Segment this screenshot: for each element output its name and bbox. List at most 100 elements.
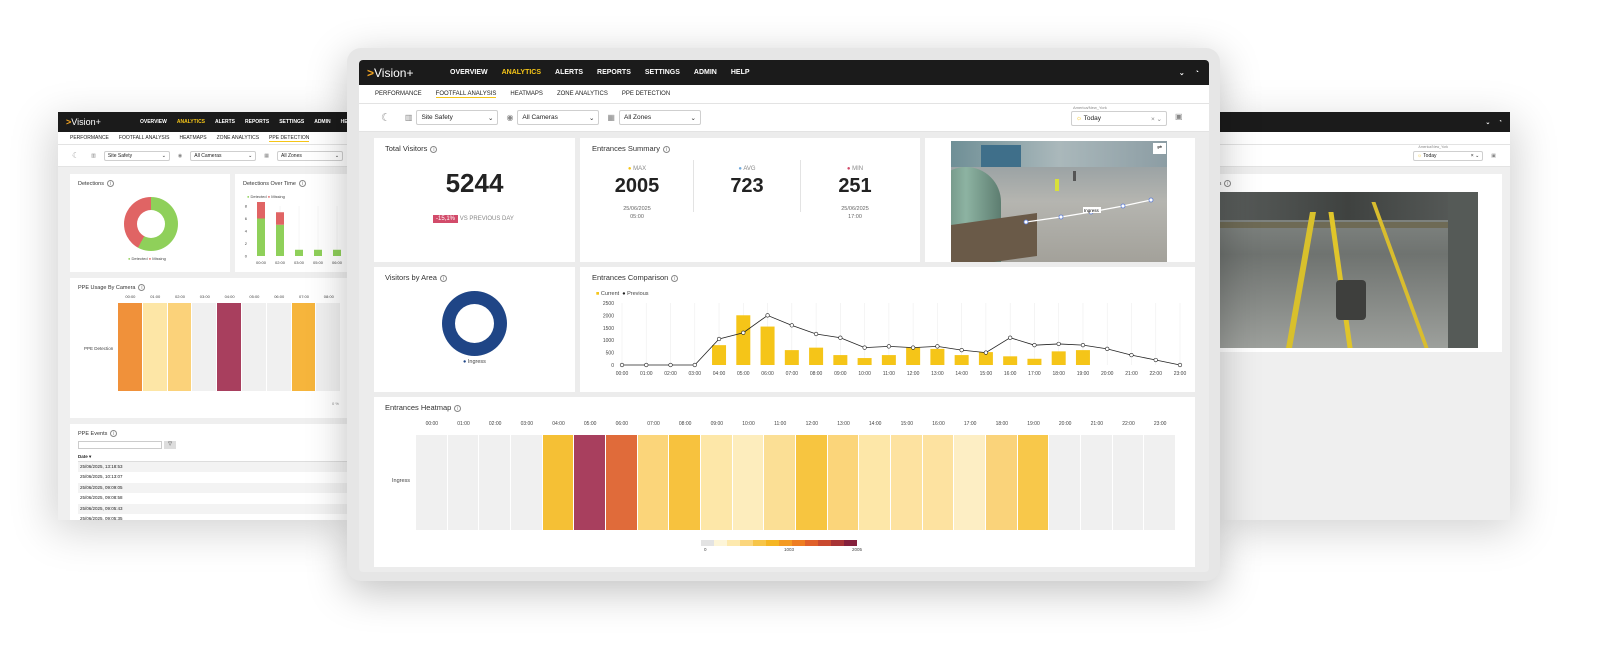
table-row[interactable]: 25/06/2025, 10:13:07 (78, 472, 356, 483)
info-icon[interactable]: i (107, 180, 114, 187)
zone-select[interactable]: All Zones ⌄ (277, 150, 344, 161)
timezone-label: America/New_York (1073, 105, 1107, 110)
info-icon[interactable]: i (430, 145, 438, 153)
info-icon[interactable]: i (110, 430, 118, 437)
scale-swatch (701, 540, 714, 546)
x-tick-label: 09:00 (834, 371, 847, 377)
heatmap-cell[interactable] (1081, 435, 1112, 530)
info-icon[interactable]: i (454, 404, 462, 412)
nav-overview[interactable]: OVERVIEW (140, 119, 167, 125)
heatmap-cell[interactable] (764, 435, 795, 530)
table-row[interactable]: 25/06/2025, 09:05:35 (78, 513, 356, 520)
heatmap-cell[interactable] (606, 435, 637, 530)
heatmap-cell[interactable] (669, 435, 700, 530)
tab-ppe-detection[interactable]: PPE DETECTION (621, 91, 671, 97)
heatmap-cell[interactable] (1017, 435, 1049, 530)
heatmap-cell[interactable] (701, 435, 732, 530)
heatmap-cell[interactable] (1112, 435, 1144, 530)
site-select[interactable]: Site Safety ⌄ (103, 150, 170, 161)
table-row[interactable]: 25/06/2025, 09:09:05 (78, 482, 356, 494)
heatmap-cell[interactable] (479, 435, 510, 530)
x-tick-label: 17:00 (1028, 371, 1041, 377)
chevron-down-icon[interactable]: ⌄ (1485, 119, 1491, 126)
heatmap-cell[interactable] (891, 435, 922, 530)
info-icon[interactable]: i (298, 180, 306, 187)
camera-select[interactable]: All Cameras ⌄ (190, 150, 257, 161)
visitors-by-area-card: Visitors by Area i ● Ingress (374, 267, 575, 392)
date-select[interactable]: ☼ Today × ⌄ (1071, 111, 1167, 126)
bell-icon[interactable]: ◔ (1498, 119, 1502, 125)
tab-ppe-detection[interactable]: PPE DETECTION (269, 134, 310, 142)
expand-icon[interactable]: ⇌ (1153, 143, 1166, 154)
heatmap-cell[interactable] (242, 303, 266, 391)
tab-performance[interactable]: PERFORMANCE (375, 91, 422, 97)
chevron-down-icon[interactable]: ⌄ (1178, 69, 1185, 77)
heatmap-cell[interactable] (986, 435, 1017, 530)
sort-icon[interactable]: ▾ (89, 454, 92, 459)
filter-icon[interactable]: ▽ (164, 441, 176, 449)
heatmap-cell[interactable] (542, 435, 574, 530)
info-icon[interactable]: i (138, 284, 146, 291)
theme-toggle-icon[interactable]: ☾ (381, 112, 391, 124)
tab-zone-analytics[interactable]: ZONE ANALYTICS (556, 91, 608, 97)
info-icon[interactable]: i (1224, 180, 1232, 187)
nav-alerts[interactable]: ALERTS (215, 119, 236, 125)
table-row[interactable]: 25/06/2025, 09:05:43 (78, 503, 356, 514)
heatmap-cell[interactable] (118, 303, 142, 391)
site-select[interactable]: Site Safety ⌄ (416, 110, 499, 125)
heatmap-cell[interactable] (574, 435, 605, 530)
heatmap-cell[interactable] (859, 435, 890, 530)
nav-help[interactable]: HELP (730, 69, 750, 76)
info-icon[interactable]: i (439, 274, 447, 282)
nav-alerts[interactable]: ALERTS (555, 69, 584, 76)
theme-toggle-icon[interactable]: ☾ (72, 151, 80, 160)
heatmap-cell[interactable] (1144, 435, 1175, 530)
nav-reports[interactable]: REPORTS (597, 69, 631, 76)
clear-icon[interactable]: × (1150, 115, 1155, 123)
info-icon[interactable]: i (671, 274, 679, 282)
heatmap-cell[interactable] (167, 303, 192, 391)
events-search-input[interactable] (78, 441, 162, 449)
heatmap-cell[interactable] (316, 303, 341, 391)
heatmap-cell[interactable] (637, 435, 669, 530)
tab-footfall[interactable]: FOOTFALL ANALYSIS (118, 135, 170, 141)
table-row[interactable]: 25/06/2025, 09:08:58 (78, 493, 356, 504)
tab-heatmaps[interactable]: HEATMAPS (510, 91, 543, 97)
nav-help[interactable]: HEL (340, 119, 351, 125)
heatmap-cell[interactable] (217, 303, 241, 391)
calendar-icon[interactable]: ▣ (1491, 152, 1496, 159)
heatmap-cell[interactable] (416, 435, 447, 530)
heatmap-cell[interactable] (291, 303, 316, 391)
nav-admin[interactable]: ADMIN (314, 119, 331, 125)
nav-settings[interactable]: SETTINGS (279, 119, 305, 125)
tab-footfall-analysis[interactable]: FOOTFALL ANALYSIS (435, 90, 497, 98)
nav-admin[interactable]: ADMIN (693, 69, 717, 76)
heatmap-cell[interactable] (511, 435, 542, 530)
tab-zone-analytics[interactable]: ZONE ANALYTICS (216, 135, 260, 141)
camera-select[interactable]: All Cameras ⌄ (517, 110, 600, 125)
heatmap-cell[interactable] (142, 303, 167, 391)
zone-select[interactable]: All Zones ⌄ (618, 110, 701, 125)
camera-icon: ◉ (177, 152, 183, 159)
heatmap-cell[interactable] (796, 435, 827, 530)
bell-icon[interactable]: ◔ (1194, 69, 1199, 76)
heatmap-cell[interactable] (266, 303, 291, 391)
heatmap-cell[interactable] (954, 435, 985, 530)
nav-overview[interactable]: OVERVIEW (450, 69, 488, 76)
nav-analytics[interactable]: ANALYTICS (176, 119, 206, 125)
heatmap-cell[interactable] (827, 435, 859, 530)
nav-reports[interactable]: REPORTS (245, 119, 270, 125)
heatmap-cell[interactable] (192, 303, 217, 391)
tab-performance[interactable]: PERFORMANCE (70, 135, 109, 141)
heatmap-cell[interactable] (447, 435, 479, 530)
nav-analytics[interactable]: ANALYTICS (501, 69, 542, 76)
date-select[interactable]: ☼ Today × ⌄ (1413, 150, 1484, 161)
calendar-icon[interactable]: ▣ (1175, 112, 1183, 121)
heatmap-cell[interactable] (732, 435, 764, 530)
table-row[interactable]: 25/06/2025, 13:18:53 (78, 462, 356, 473)
tab-heatmaps[interactable]: HEATMAPS (179, 135, 207, 141)
heatmap-cell[interactable] (922, 435, 954, 530)
heatmap-cell[interactable] (1049, 435, 1080, 530)
nav-settings[interactable]: SETTINGS (644, 69, 680, 76)
info-icon[interactable]: i (662, 145, 670, 153)
